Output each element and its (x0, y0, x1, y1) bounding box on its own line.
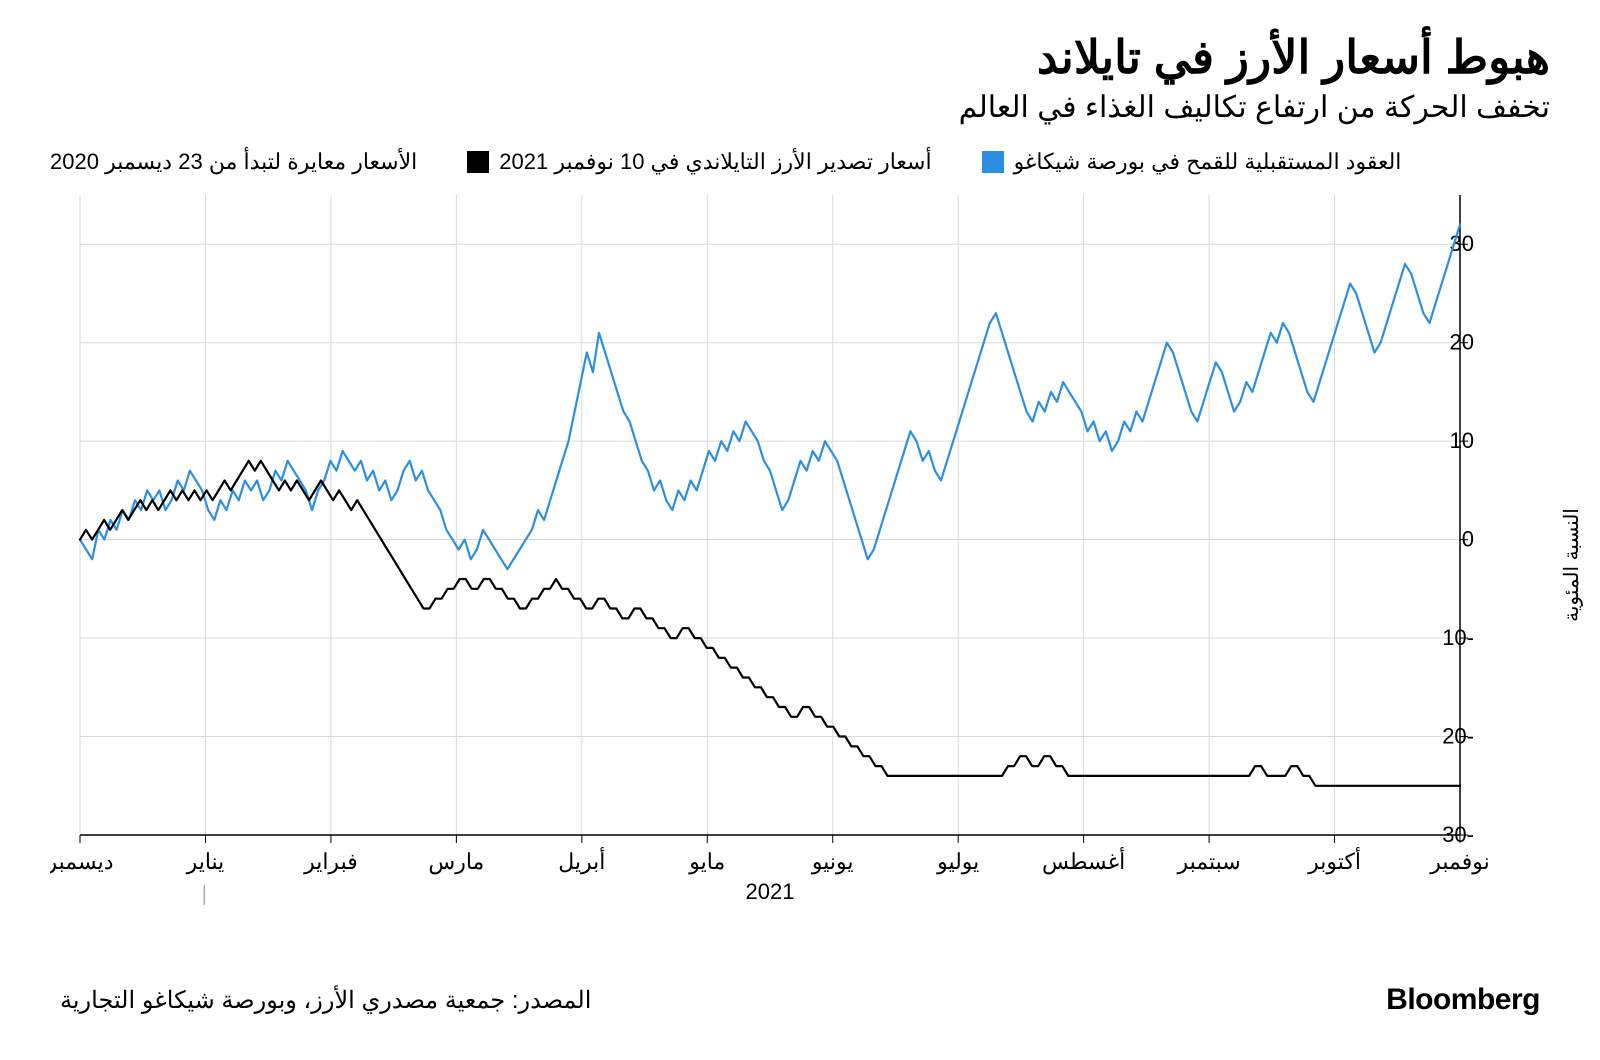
legend-label-wheat: العقود المستقبلية للقمح في بورصة شيكاغو (1014, 149, 1402, 175)
svg-text:أبريل: أبريل (558, 846, 605, 875)
svg-text:مايو: مايو (688, 849, 725, 875)
legend-note: الأسعار معايرة لتبدأ من 23 ديسمبر 2020 (50, 149, 417, 175)
legend-note-text: الأسعار معايرة لتبدأ من 23 ديسمبر 2020 (50, 149, 417, 175)
y-axis-label: النسبة المئوية (1560, 508, 1584, 622)
chart-title: هبوط أسعار الأرز في تايلاند (50, 30, 1550, 84)
svg-text:يناير: يناير (186, 849, 225, 875)
legend-swatch-rice (467, 151, 489, 173)
svg-text:يوليو: يوليو (936, 849, 979, 875)
svg-text:فبراير: فبراير (303, 849, 358, 875)
legend-item-rice: أسعار تصدير الأرز التايلاندي في 10 نوفمب… (467, 149, 931, 175)
svg-text:-20: -20 (1442, 724, 1474, 749)
legend-label-rice: أسعار تصدير الأرز التايلاندي في 10 نوفمب… (499, 149, 931, 175)
legend: الأسعار معايرة لتبدأ من 23 ديسمبر 2020 أ… (50, 149, 1550, 175)
svg-text:أكتوبر: أكتوبر (1307, 846, 1361, 875)
svg-text:مارس: مارس (428, 849, 484, 875)
source-text: المصدر: جمعية مصدري الأرز، وبورصة شيكاغو… (60, 986, 591, 1015)
legend-swatch-wheat (982, 151, 1004, 173)
svg-text:سبتمبر: سبتمبر (1176, 849, 1240, 875)
chart-subtitle: تخفف الحركة من ارتفاع تكاليف الغذاء في ا… (50, 90, 1550, 125)
svg-text:0: 0 (1462, 527, 1474, 552)
svg-text:2021: 2021 (746, 879, 795, 904)
svg-text:نوفمبر: نوفمبر (1429, 849, 1490, 875)
brand-logo: Bloomberg (1386, 983, 1540, 1017)
svg-text:-10: -10 (1442, 625, 1474, 650)
chart-area: -30-20-100102030ديسمبرينايرفبرايرمارسأبر… (50, 185, 1550, 945)
svg-text:ديسمبر: ديسمبر (50, 849, 114, 875)
svg-text:يونيو: يونيو (811, 849, 854, 875)
svg-text:أغسطس: أغسطس (1042, 846, 1125, 875)
legend-item-wheat: العقود المستقبلية للقمح في بورصة شيكاغو (982, 149, 1402, 175)
chart-svg: -30-20-100102030ديسمبرينايرفبرايرمارسأبر… (50, 185, 1550, 945)
